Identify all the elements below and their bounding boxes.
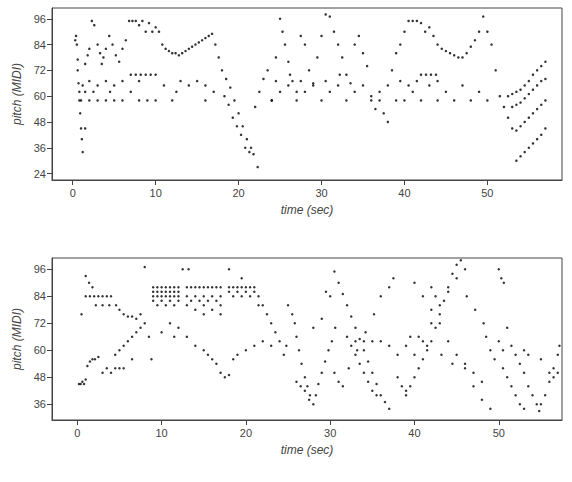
svg-text:72: 72 bbox=[34, 317, 46, 329]
svg-text:84: 84 bbox=[34, 39, 46, 51]
svg-text:time (sec): time (sec) bbox=[281, 443, 334, 457]
svg-text:0: 0 bbox=[74, 427, 80, 439]
svg-text:72: 72 bbox=[34, 64, 46, 76]
svg-text:50: 50 bbox=[493, 427, 505, 439]
svg-text:0: 0 bbox=[70, 187, 76, 199]
svg-text:pitch (MIDI): pitch (MIDI) bbox=[10, 63, 24, 126]
svg-text:24: 24 bbox=[34, 168, 46, 180]
svg-text:10: 10 bbox=[150, 187, 162, 199]
svg-text:48: 48 bbox=[34, 116, 46, 128]
svg-text:36: 36 bbox=[34, 398, 46, 410]
svg-text:pitch (MIDI): pitch (MIDI) bbox=[10, 308, 24, 371]
svg-text:time (sec): time (sec) bbox=[281, 203, 334, 217]
svg-text:48: 48 bbox=[34, 371, 46, 383]
svg-text:84: 84 bbox=[34, 290, 46, 302]
svg-text:96: 96 bbox=[34, 263, 46, 275]
svg-text:30: 30 bbox=[315, 187, 327, 199]
svg-text:40: 40 bbox=[408, 427, 420, 439]
svg-text:60: 60 bbox=[34, 344, 46, 356]
svg-text:36: 36 bbox=[34, 142, 46, 154]
svg-text:60: 60 bbox=[34, 90, 46, 102]
svg-text:40: 40 bbox=[398, 187, 410, 199]
svg-text:20: 20 bbox=[232, 187, 244, 199]
svg-text:96: 96 bbox=[34, 13, 46, 25]
svg-text:30: 30 bbox=[324, 427, 336, 439]
svg-text:10: 10 bbox=[155, 427, 167, 439]
svg-text:50: 50 bbox=[481, 187, 493, 199]
svg-text:20: 20 bbox=[240, 427, 252, 439]
